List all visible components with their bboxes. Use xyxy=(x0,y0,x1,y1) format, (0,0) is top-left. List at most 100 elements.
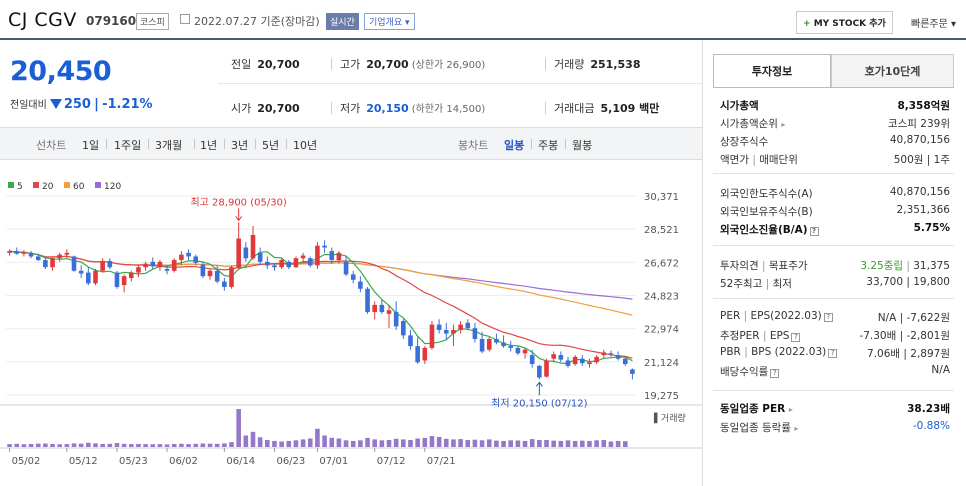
tab-daily[interactable]: 일봉 xyxy=(504,139,525,152)
est-per-label: 추정PER xyxy=(720,330,760,342)
candle xyxy=(286,261,292,268)
volume-bar xyxy=(529,439,535,447)
stock-chart[interactable]: 5 20 60 120 30,371 28,521 26,672 24,823 22,974 21… xyxy=(0,160,702,486)
cap-rank-link[interactable]: 시가총액순위 ▸ xyxy=(720,116,785,131)
candle xyxy=(594,356,599,363)
divider xyxy=(331,58,332,70)
tab-1d[interactable]: 1일 xyxy=(82,139,100,152)
volume-bar xyxy=(522,440,528,447)
candle xyxy=(372,304,377,313)
volume-bar xyxy=(250,431,256,447)
legend-label: 20 xyxy=(42,182,54,192)
help-icon[interactable]: ? xyxy=(770,369,780,378)
help-icon[interactable]: ? xyxy=(823,313,833,322)
est-per-row: 추정PER | EPS? -7.30배 | -2,801원 xyxy=(720,328,950,344)
candle xyxy=(57,254,62,259)
label: 거래량 xyxy=(554,58,585,71)
candle xyxy=(350,274,356,280)
x-tick-label: 05/23 xyxy=(119,456,148,467)
tab-5y[interactable]: 5년 xyxy=(262,139,280,152)
candle xyxy=(315,245,320,266)
tab-investment-info[interactable]: 투자정보 xyxy=(713,54,831,88)
candle xyxy=(615,355,621,359)
realtime-button[interactable]: 실시간 xyxy=(326,13,359,30)
company-info-dropdown[interactable]: 기업개요 ▾ xyxy=(364,13,415,30)
sector-rate-link[interactable]: 동일업종 등락률 ▸ xyxy=(720,420,798,435)
add-mystock-button[interactable]: + MY STOCK 추가 xyxy=(796,11,893,34)
candle xyxy=(608,353,614,355)
tab-1w[interactable]: 1주일 xyxy=(114,139,142,152)
label: 고가 xyxy=(340,58,361,71)
y-tick-label: 19,275 xyxy=(644,391,679,402)
tab-1y[interactable]: 1년 xyxy=(200,139,218,152)
volume-bar xyxy=(465,440,471,447)
volume-bar xyxy=(472,439,478,447)
foreign-hold-row: 외국인보유주식수(B) 2,351,366 xyxy=(720,204,950,220)
candle xyxy=(243,247,249,259)
legend-swatch xyxy=(95,182,101,188)
candle xyxy=(601,352,607,356)
value: 40,870,156 xyxy=(889,186,950,198)
chevron-right-icon: ▸ xyxy=(794,424,799,433)
candle xyxy=(458,324,463,330)
label: 외국인소진율(B/A) xyxy=(720,224,808,236)
divider xyxy=(565,139,566,149)
volume-bar xyxy=(136,443,141,447)
candle xyxy=(572,356,578,365)
diff-value: 250 xyxy=(63,97,91,112)
tab-3m[interactable]: 3개월 xyxy=(155,139,183,152)
candle xyxy=(14,251,20,254)
y-tick-label: 30,371 xyxy=(644,192,679,203)
x-tick-label: 07/12 xyxy=(377,456,406,467)
divider xyxy=(713,298,954,299)
label: 외국인보유주식수(B) xyxy=(720,206,813,218)
sector-per-link[interactable]: 동일업종 PER ▸ xyxy=(720,401,793,416)
tab-order-book[interactable]: 호가10단계 xyxy=(831,54,954,88)
volume-bar xyxy=(307,438,313,447)
volume-bar xyxy=(229,442,234,447)
value: 20,700 xyxy=(366,58,409,71)
target-value: 31,375 xyxy=(913,260,950,272)
tab-weekly[interactable]: 주봉 xyxy=(538,139,559,152)
tab-3y[interactable]: 3년 xyxy=(231,139,249,152)
volume-bar xyxy=(422,437,428,447)
volume-bar xyxy=(501,440,506,447)
value: N/A xyxy=(931,364,950,376)
divider xyxy=(713,173,954,174)
volume-bar xyxy=(143,444,148,447)
candle xyxy=(35,256,41,261)
candle xyxy=(393,312,399,327)
value: 38.23배 xyxy=(907,403,950,415)
pbr-row: PBR | BPS (2022.03)? 7.06배 | 2,897원 xyxy=(720,346,950,362)
candle xyxy=(365,288,370,313)
divider xyxy=(224,139,225,149)
volume-bar xyxy=(279,441,284,447)
volume-bar xyxy=(50,443,55,447)
candle xyxy=(257,252,263,262)
help-icon[interactable]: ? xyxy=(791,333,801,342)
candle xyxy=(565,360,571,366)
quick-order-button[interactable]: 빠른주문 ▾ xyxy=(911,19,956,30)
ma-20-line xyxy=(9,250,633,359)
candle xyxy=(343,261,349,275)
help-icon[interactable]: ? xyxy=(828,349,838,358)
investment-info-panel: 투자정보 호가10단계 시가총액 8,358억원 시가총액순위 ▸ 코스피 239위… xyxy=(702,40,966,486)
divider xyxy=(545,58,546,70)
volume-bar xyxy=(329,437,335,447)
y-tick-label: 26,672 xyxy=(644,258,679,269)
volume-bar xyxy=(93,443,98,447)
help-icon[interactable]: ? xyxy=(809,227,819,236)
min-annotation: 최저 20,150 (07/12) xyxy=(491,397,587,409)
tab-monthly[interactable]: 월봉 xyxy=(572,139,593,152)
volume-bar xyxy=(114,443,120,447)
sep: | xyxy=(762,330,767,342)
label: 외국인한도주식수(A) xyxy=(720,188,813,200)
candle xyxy=(293,258,299,268)
tab-10y[interactable]: 10년 xyxy=(293,139,318,152)
volume-bar xyxy=(393,438,399,447)
stock-header: CJ CGV 079160 코스피 2022.07.27 기준(장마감) 실시간… xyxy=(0,0,966,40)
market-cap-row: 시가총액 8,358억원 xyxy=(720,98,950,114)
volume-bar xyxy=(343,440,349,447)
chevron-right-icon: ▸ xyxy=(788,405,793,414)
legend-swatch xyxy=(8,182,14,188)
